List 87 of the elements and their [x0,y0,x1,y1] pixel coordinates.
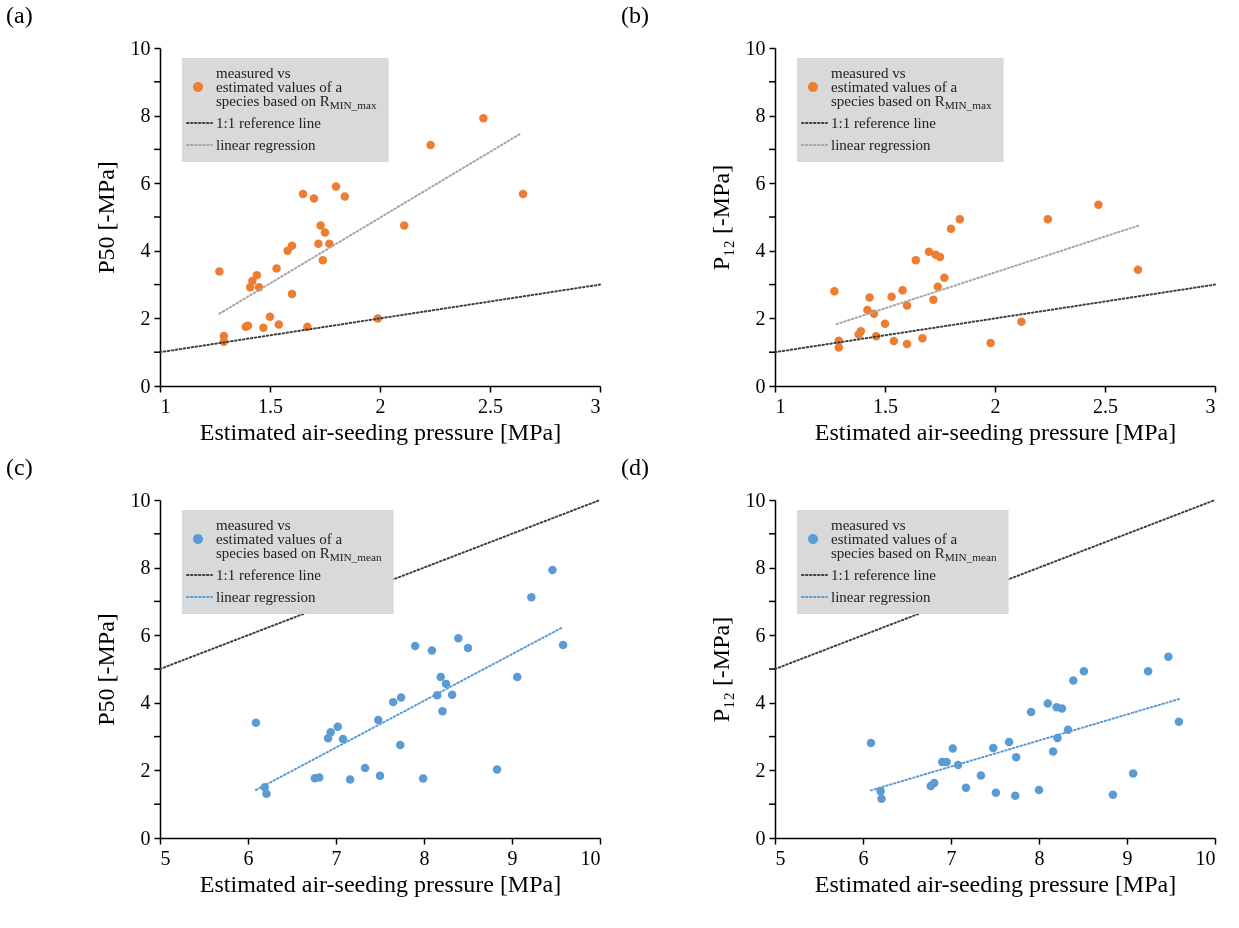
legend-label: 1:1 reference line [831,567,937,583]
x-tick-label: 2 [375,394,386,417]
legend-label: linear regression [831,589,932,605]
point [318,256,328,265]
y-axis-title: P₁₂ [-MPa] [707,616,734,723]
point [245,283,255,292]
point [248,276,257,286]
x-tick-label: 6 [243,846,254,869]
y-axis-title: P50 [-MPa] [92,161,119,274]
y-tick-label: 0 [755,826,766,849]
point [259,323,268,333]
x-tick-label: 1 [775,394,786,417]
point [298,189,308,199]
legend-label: linear regression [216,137,317,153]
chart-title: (d) [621,454,649,480]
x-axis-title: Estimated air-seeding pressure [MPa] [199,418,562,445]
x-tick-label: 1.5 [873,394,898,417]
y-tick-label: 0 [755,374,766,397]
y-tick-label: 2 [140,306,151,329]
y-tick-label: 8 [755,104,766,127]
legend-label: 1:1 reference line [831,115,937,131]
x-tick-label: 8 [419,846,430,869]
y-tick-label: 10 [745,488,766,511]
x-axis-title: Estimated air-seeding pressure [MPa] [814,418,1177,445]
y-tick-label: 8 [755,556,766,579]
y-tick-label: 6 [755,623,766,646]
y-tick-label: 4 [755,239,766,262]
chart-title: (a) [6,2,33,28]
point [320,228,330,237]
x-tick-label: 3 [590,394,601,417]
point [518,189,528,199]
x-tick-label: 9 [507,846,518,869]
x-tick-label: 2 [990,394,1001,417]
y-tick-label: 10 [130,488,151,511]
x-tick-label: 7 [946,846,957,869]
x-tick-label: 1.5 [258,394,283,417]
y-axis-title: P₁₂ [-MPa] [707,164,734,271]
x-tick-label: 10 [580,846,601,869]
point [215,267,224,276]
legend-label: 1:1 reference line [216,567,322,583]
legend-label: linear regression [831,137,932,153]
y-tick-label: 4 [140,691,151,714]
y-tick-label: 10 [745,36,766,59]
y-tick-label: 2 [140,758,151,781]
y-tick-label: 8 [140,556,151,579]
x-tick-label: 2.5 [1093,394,1118,417]
point [331,182,341,191]
point [274,320,284,329]
point [316,221,325,230]
point [314,239,323,248]
chart-title: (c) [6,454,33,480]
x-tick-label: 9 [1122,846,1133,869]
x-tick-label: 7 [331,846,342,869]
y-tick-label: 10 [130,36,151,59]
y-tick-label: 2 [755,306,766,329]
y-tick-label: 6 [140,623,151,646]
y-tick-label: 2 [755,758,766,781]
point [283,246,292,256]
x-axis-title: Estimated air-seeding pressure [MPa] [199,870,562,897]
point [340,192,350,201]
y-tick-label: 0 [140,826,151,849]
x-tick-label: 1 [160,394,171,417]
point [309,194,319,203]
y-tick-label: 4 [140,239,151,262]
x-axis-title: Estimated air-seeding pressure [MPa] [814,870,1177,897]
y-tick-label: 6 [140,171,151,194]
point [399,221,409,230]
legend-label: linear regression [216,589,317,605]
chart-title: (b) [621,2,649,28]
legend-label: 1:1 reference line [216,115,322,131]
y-tick-label: 8 [140,104,151,127]
x-tick-label: 6 [858,846,869,869]
y-axis-title: P50 [-MPa] [92,613,119,726]
point [426,140,435,150]
point [272,264,281,273]
x-tick-label: 8 [1034,846,1045,869]
x-tick-label: 3 [1205,394,1216,417]
point [287,289,297,299]
y-tick-label: 6 [755,171,766,194]
y-tick-label: 4 [755,691,766,714]
x-tick-label: 5 [775,846,786,869]
point [479,114,488,123]
x-tick-label: 5 [160,846,171,869]
x-tick-label: 2.5 [478,394,503,417]
point [265,312,275,321]
y-tick-label: 0 [140,374,151,397]
x-tick-label: 10 [1195,846,1216,869]
